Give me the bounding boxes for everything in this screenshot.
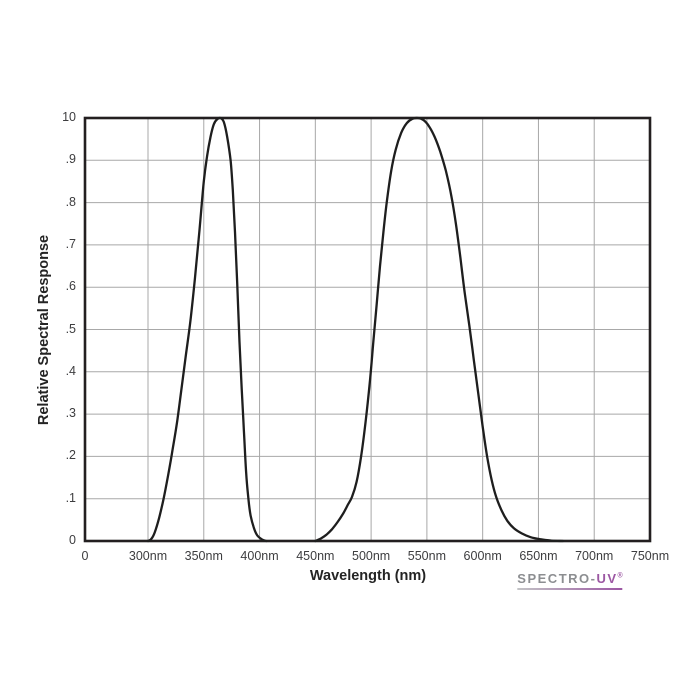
spectro-uv-logo: SPECTRO-UV® (517, 571, 623, 590)
x-tick-label: 300nm (128, 549, 168, 563)
x-tick-label: 600nm (463, 549, 502, 563)
y-tick-label: 10 (62, 110, 76, 124)
logo-registered-mark: ® (617, 572, 623, 580)
y-tick-label: .8 (65, 194, 76, 209)
y-tick-label: .2 (65, 448, 76, 463)
logo-text: SPECTRO-UV® (517, 571, 622, 586)
logo-underline (517, 588, 623, 590)
x-tick-label: 450nm (296, 549, 335, 563)
plot-border (83, 116, 652, 543)
x-tick-label: 750nm (630, 549, 670, 563)
logo-uv: UV (596, 571, 618, 586)
visible-response-peak-542nm-curve (314, 116, 565, 543)
y-tick-label: .3 (65, 406, 76, 421)
y-tick-label: .5 (65, 321, 76, 336)
y-tick-label: .7 (65, 236, 76, 251)
x-tick-label: 350nm (184, 549, 223, 563)
logo-prefix: SPECTRO- (517, 571, 597, 586)
x-tick-label: 0 (81, 549, 89, 563)
uv-response-peak-365nm-curve (146, 116, 268, 543)
y-tick-label: .4 (65, 363, 76, 378)
y-tick-label: 0 (69, 533, 76, 547)
x-tick-label: 550nm (407, 549, 446, 563)
y-axis-title: Relative Spectral Response (36, 234, 52, 426)
x-tick-label: 700nm (575, 549, 614, 563)
x-tick-label: 650nm (519, 549, 558, 563)
x-axis-title: Wavelength (nm) (309, 568, 427, 584)
y-tick-label: .1 (65, 490, 76, 505)
gridlines (85, 118, 650, 541)
y-tick-label: .6 (65, 279, 76, 294)
y-tick-label: .9 (65, 152, 76, 167)
x-tick-label: 400nm (240, 549, 279, 563)
x-tick-label: 500nm (351, 549, 391, 563)
